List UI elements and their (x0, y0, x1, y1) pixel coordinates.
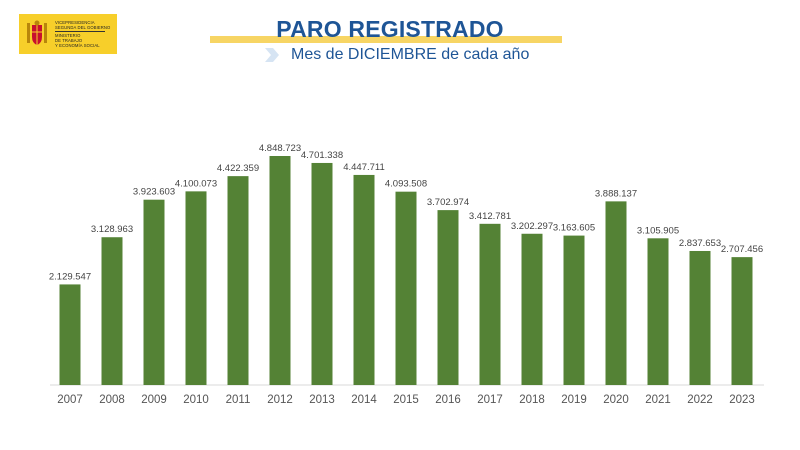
x-tick-2013: 2013 (309, 394, 335, 406)
x-tick-2017: 2017 (477, 394, 503, 406)
value-label-2020: 3.888.137 (595, 188, 637, 199)
bar-2011 (227, 176, 249, 385)
value-label-2008: 3.128.963 (91, 224, 133, 235)
x-tick-2015: 2015 (393, 394, 419, 406)
value-labels-group: 2.129.547 3.128.963 3.923.6034.100.0734.42… (49, 143, 763, 282)
bar-2014 (353, 174, 375, 385)
logo-text: VICEPRESIDENCIA SEGUNDA DEL GOBIERNO MIN… (55, 19, 111, 49)
bar-2009 (143, 199, 165, 385)
value-label-2013: 4.701.338 (301, 150, 343, 161)
subtitle-row: Mes de DICIEMBRE de cada año (263, 46, 529, 64)
x-tick-2012: 2012 (267, 394, 293, 406)
value-label-2018: 3.202.297 (511, 221, 553, 232)
bar-2010 (185, 191, 207, 385)
bar-2018 (521, 233, 543, 385)
x-tick-2016: 2016 (435, 394, 461, 406)
value-label-2016: 3.702.974 (427, 197, 469, 208)
value-label-2009: 3.923.603 (133, 187, 175, 198)
value-label-2011: 4.422.359 (217, 163, 259, 174)
value-label-2022: 2.837.653 (679, 238, 721, 249)
x-tick-2021: 2021 (645, 394, 671, 406)
bar-2016 (437, 210, 459, 385)
bar-2012 (269, 156, 291, 385)
x-tick-2019: 2019 (561, 394, 587, 406)
bar-2020 (605, 201, 627, 385)
x-tick-2023: 2023 (729, 394, 755, 406)
value-label-2015: 4.093.508 (385, 179, 427, 190)
value-label-2019: 3.163.605 (553, 223, 595, 234)
title-underline (210, 36, 562, 43)
bar-2019 (563, 235, 585, 385)
x-tick-2022: 2022 (687, 394, 713, 406)
page-subtitle: Mes de DICIEMBRE de cada año (291, 46, 530, 63)
bar-2017 (479, 223, 501, 385)
logo-line: Y ECONOMÍA SOCIAL (55, 43, 100, 49)
government-logo: VICEPRESIDENCIA SEGUNDA DEL GOBIERNO MIN… (19, 14, 117, 54)
x-tick-2010: 2010 (183, 394, 209, 406)
x-tick-2014: 2014 (351, 394, 377, 406)
bar-2023 (731, 257, 753, 385)
logo-line: SEGUNDA DEL GOBIERNO (55, 24, 111, 30)
value-label-2021: 3.105.905 (637, 225, 679, 236)
value-label-2023: 2.707.456 (721, 244, 763, 255)
value-label-2017: 3.412.781 (469, 211, 511, 222)
bar-2008 (101, 237, 123, 385)
bar-2021 (647, 238, 669, 385)
x-tick-2007: 2007 (57, 394, 83, 406)
chevron-right-icon (265, 48, 279, 62)
x-tick-labels-group: 2007 2008 2009 2010 2011 2012 2013 2014 2015 2016… (57, 394, 755, 406)
value-label-2010: 4.100.073 (175, 178, 217, 189)
value-label-2014: 4.447.711 (343, 162, 385, 173)
value-label-2012: 4.848.723 (259, 143, 301, 154)
value-label-2007: 2.129.547 (49, 271, 91, 282)
bar-2007 (59, 284, 81, 385)
bar-2015 (395, 191, 417, 385)
logo-line: DE TRABAJO (55, 38, 83, 44)
logo-line: MINISTERIO (55, 33, 81, 39)
page-title: PARO REGISTRADO (276, 16, 504, 42)
coat-of-arms-icon (27, 20, 47, 45)
bar-2013 (311, 162, 333, 385)
x-tick-2008: 2008 (99, 394, 125, 406)
bars-group (59, 156, 753, 385)
x-tick-2011: 2011 (226, 394, 251, 406)
x-tick-2009: 2009 (141, 394, 167, 406)
bar-2022 (689, 250, 711, 385)
logo-line: VICEPRESIDENCIA (55, 19, 95, 25)
x-tick-2020: 2020 (603, 394, 629, 406)
x-tick-2018: 2018 (519, 394, 545, 406)
